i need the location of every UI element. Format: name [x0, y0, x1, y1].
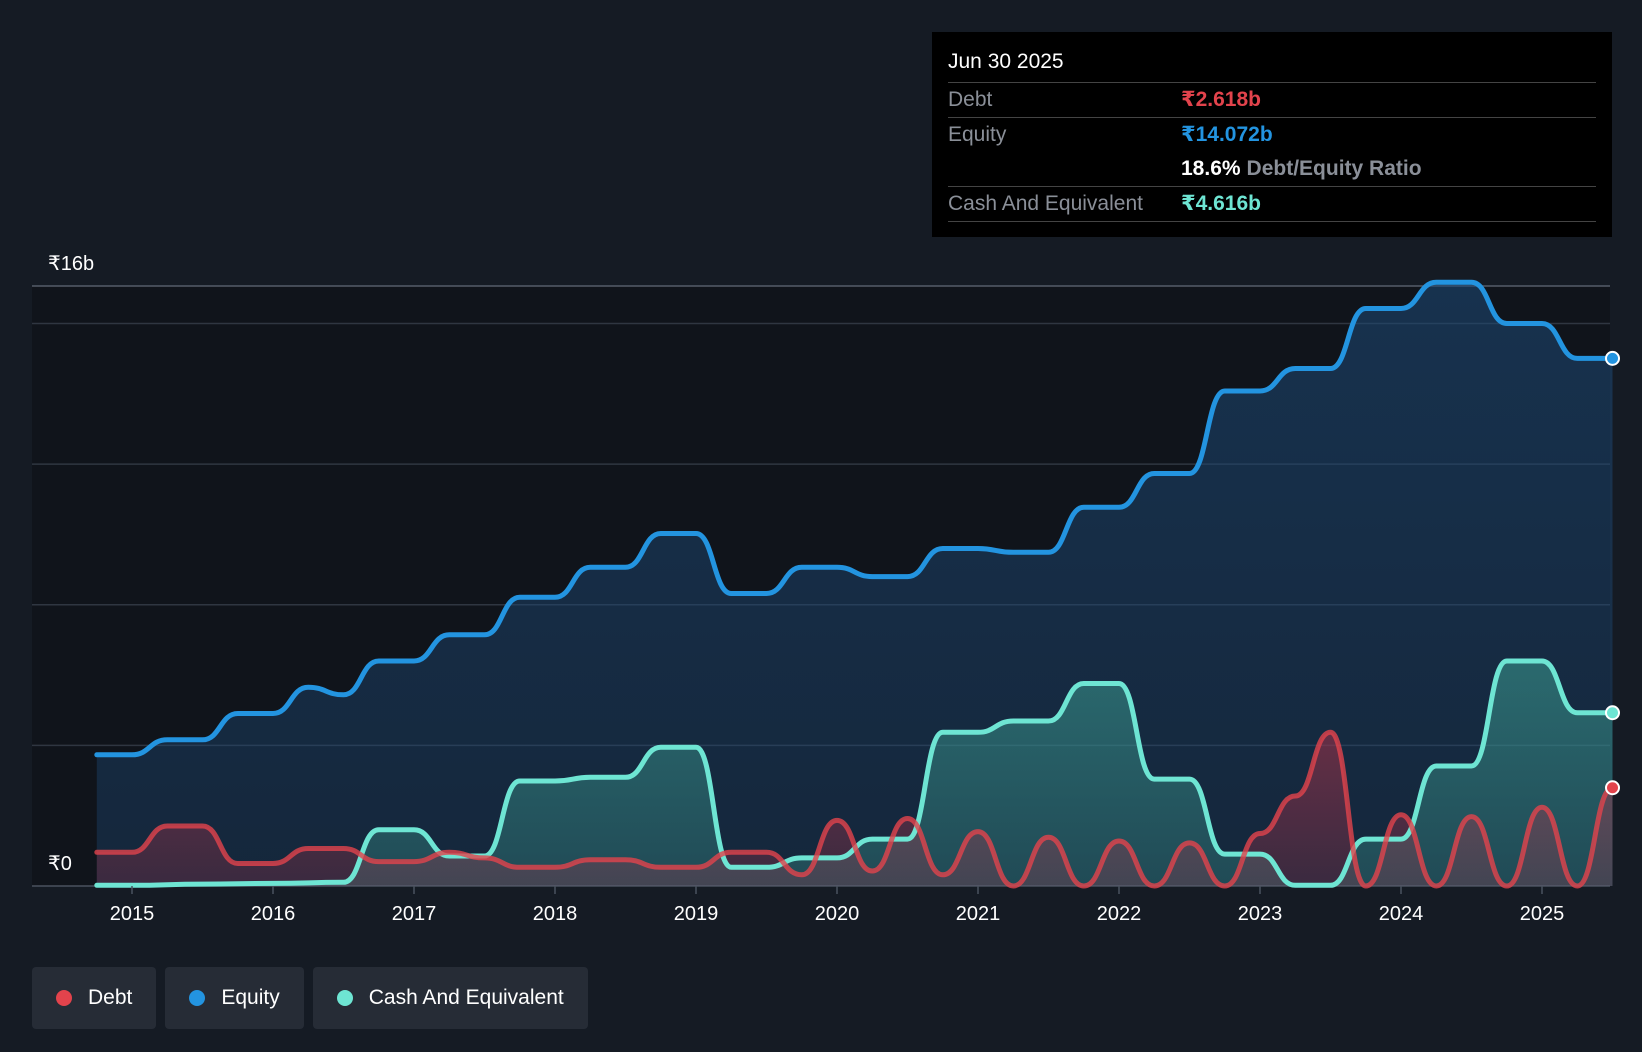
legend-cash-label: Cash And Equivalent	[368, 986, 564, 1009]
tooltip-debt-label: Debt	[948, 88, 993, 111]
equity-dot-icon	[189, 990, 206, 1006]
equity-line	[94, 279, 1615, 758]
tooltip-equity-value: ₹14.072b	[1181, 123, 1273, 146]
hover-tooltip: Jun 30 2025 Debt ₹2.618b Equity ₹14.072b…	[932, 32, 1612, 237]
x-tick-label: 2024	[1379, 903, 1424, 925]
tooltip-ratio-label: Debt/Equity Ratio	[1246, 157, 1422, 180]
tooltip-cash-label: Cash And Equivalent	[948, 192, 1143, 215]
tooltip-equity-label: Equity	[948, 123, 1007, 146]
legend-item-cash[interactable]: Cash And Equivalent	[312, 967, 588, 1029]
tooltip-debt-value: ₹2.618b	[1181, 88, 1261, 111]
x-tick-label: 2025	[1520, 903, 1565, 925]
tooltip-date: Jun 30 2025	[948, 46, 1596, 83]
debt-line	[94, 729, 1615, 889]
debt-dot-icon	[56, 990, 72, 1006]
equity-area	[96, 282, 1613, 886]
y-axis-zero-label: ₹0	[48, 853, 72, 875]
chart-legend: Debt Equity Cash And Equivalent	[32, 967, 588, 1029]
legend-item-debt[interactable]: Debt	[32, 967, 157, 1029]
tooltip-debt-row: Debt ₹2.618b	[948, 83, 1596, 118]
x-tick-label: 2022	[1097, 903, 1142, 925]
tooltip-cash-row: Cash And Equivalent ₹4.616b	[948, 187, 1596, 222]
x-tick-label: 2020	[815, 903, 860, 925]
tooltip-cash-value: ₹4.616b	[1181, 192, 1261, 215]
tooltip-equity-row: Equity ₹14.072b	[948, 118, 1596, 152]
x-tick-label: 2019	[674, 903, 719, 925]
series-areas	[96, 282, 1613, 886]
x-tick-label: 2021	[956, 903, 1001, 925]
cash-end-marker	[1605, 705, 1620, 721]
x-tick-label: 2017	[392, 903, 437, 925]
x-tick-label: 2023	[1238, 903, 1283, 925]
legend-item-equity[interactable]: Equity	[165, 967, 304, 1029]
legend-debt-label: Debt	[88, 986, 133, 1009]
x-tick-label: 2015	[110, 903, 155, 925]
debt-area	[96, 732, 1613, 886]
y-axis-max-label: ₹16b	[48, 253, 94, 275]
end-markers	[1605, 350, 1620, 796]
legend-equity-label: Equity	[221, 986, 280, 1009]
tooltip-ratio-value: 18.6%	[1181, 157, 1241, 180]
x-tick-label: 2016	[251, 903, 296, 925]
tooltip-ratio-row: 18.6% Debt/Equity Ratio	[948, 152, 1596, 187]
x-axis: 2015 2016 2017 2018 2019 2020 2021 2022 2023 2024…	[110, 886, 1565, 925]
cash-dot-icon	[336, 990, 353, 1006]
series-lines	[94, 279, 1615, 889]
equity-end-marker	[1605, 350, 1620, 366]
debt-end-marker	[1605, 780, 1620, 796]
x-tick-label: 2018	[533, 903, 578, 925]
